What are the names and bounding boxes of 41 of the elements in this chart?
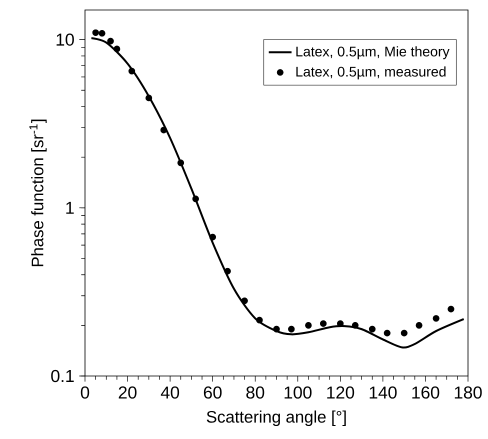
point <box>146 94 152 102</box>
x-tick-label: 100 <box>284 386 312 399</box>
point <box>432 315 440 322</box>
point <box>368 326 376 332</box>
point <box>416 322 422 329</box>
point <box>241 297 248 304</box>
point <box>92 29 99 36</box>
y-tick-label: 0.1 <box>51 370 74 382</box>
point <box>114 46 120 52</box>
y-tick-label: 1 <box>66 202 74 214</box>
x-axis-title: Scattering angle [°] <box>206 410 346 426</box>
x-tick-label: 40 <box>160 386 180 399</box>
point <box>352 322 359 329</box>
point <box>320 320 327 327</box>
point <box>177 160 184 166</box>
x-tick-label: 120 <box>327 386 354 399</box>
x-tick-label: 80 <box>246 386 264 399</box>
point <box>107 38 114 44</box>
point <box>273 326 280 332</box>
point <box>160 126 168 134</box>
point <box>384 330 390 336</box>
y-axis-title: Phase function [sr$^{-1}$] <box>29 120 47 266</box>
x-tick-label: 140 <box>370 386 397 399</box>
x-tick-label: 60 <box>204 386 222 399</box>
point <box>224 268 231 275</box>
point <box>288 326 295 332</box>
point <box>209 234 216 240</box>
x-tick-label: 0 <box>80 386 90 399</box>
point <box>400 330 408 336</box>
legend-label: Latex, 0.5µm, measured <box>296 66 446 80</box>
x-tick-label: 160 <box>412 386 440 399</box>
point <box>448 306 454 312</box>
x-tick-label: 20 <box>118 386 137 399</box>
point <box>192 196 199 202</box>
point <box>256 316 263 324</box>
point <box>98 30 106 37</box>
y-tick-label: 10 <box>56 33 74 46</box>
point <box>305 322 312 329</box>
legend-label: Latex, 0.5µm, Mie theory <box>296 46 450 60</box>
point <box>128 68 136 74</box>
x-tick-label: 180 <box>454 386 482 399</box>
